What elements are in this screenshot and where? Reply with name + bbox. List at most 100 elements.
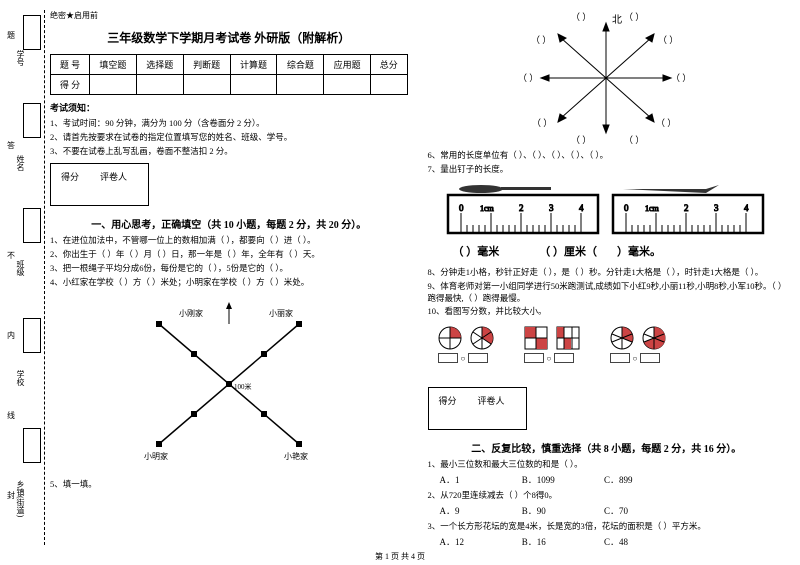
th: 综合题 xyxy=(277,55,324,75)
hint: 不 xyxy=(7,250,15,261)
slot[interactable] xyxy=(438,353,458,363)
svg-text:（ ）: （ ） xyxy=(531,35,551,45)
slot[interactable] xyxy=(610,353,630,363)
confidential-label: 绝密★启用前 xyxy=(50,10,408,21)
score-cell[interactable] xyxy=(89,75,136,95)
grader-cell[interactable] xyxy=(96,187,142,201)
q7: 7、量出钉子的长度。 xyxy=(428,164,786,176)
binding-name: 姓名 xyxy=(15,155,26,171)
binding-box[interactable] xyxy=(23,428,41,463)
svg-text:（ ）: （ ） xyxy=(624,12,644,22)
q6: 6、常用的长度单位有（ ）、（ ）、（ ）、（ ）、（ ）。 xyxy=(428,150,786,162)
scorer-box-2: 得分 评卷人 xyxy=(428,387,527,430)
hint: 内 xyxy=(7,330,15,341)
binding-box[interactable] xyxy=(23,208,41,243)
section2-title: 二、反复比较，慎重选择（共 8 小题，每题 2 分，共 16 分）。 xyxy=(428,440,786,455)
svg-text:（ ）: （ ） xyxy=(532,118,552,128)
score-cell[interactable] xyxy=(324,75,371,95)
svg-text:3: 3 xyxy=(714,203,719,213)
svg-text:小刚家: 小刚家 xyxy=(179,308,203,318)
binding-school: 学校 xyxy=(15,370,26,386)
s2q1: 1、最小三位数和最大三位数的和是（ ）。 xyxy=(428,459,786,471)
th: 总分 xyxy=(371,55,407,75)
svg-text:100米: 100米 xyxy=(234,382,252,391)
exam-title: 三年级数学下学期月考试卷 外研版（附解析） xyxy=(50,29,408,46)
slot[interactable] xyxy=(640,353,660,363)
svg-text:（ ）: （ ） xyxy=(571,135,591,145)
notice-title: 考试须知： xyxy=(50,101,408,114)
svg-text:小明家: 小明家 xyxy=(144,451,168,461)
ruler-answer-left: （ ）毫米 xyxy=(453,243,500,259)
cross-diagram: 小刚家 小丽家 小明家 小艳家 100米 xyxy=(129,294,329,474)
score-label: 得分 xyxy=(57,168,94,185)
scorer-box: 得分 评卷人 xyxy=(50,163,149,206)
svg-text:（ ）: （ ） xyxy=(656,118,676,128)
slot[interactable] xyxy=(524,353,544,363)
s2q3-opts: A．12 B．16 C．48 xyxy=(440,535,786,548)
binding-box[interactable] xyxy=(23,318,41,353)
binding-id: 学号 xyxy=(15,50,26,66)
s2q3: 3、一个长方形花坛的宽是4米，长是宽的3倍，花坛的面积是（ ）平方米。 xyxy=(428,521,786,533)
page-footer: 第 1 页 共 4 页 xyxy=(0,551,800,562)
score-cell[interactable] xyxy=(183,75,230,95)
binding-township: 乡镇(街道) xyxy=(15,480,26,517)
th: 题 号 xyxy=(51,55,90,75)
fraction-group-pies: ○ xyxy=(610,323,666,363)
hint: 答 xyxy=(7,140,15,151)
ruler-right: 0 1cm 2 3 4 xyxy=(611,181,766,236)
score-cell[interactable] xyxy=(136,75,183,95)
th: 应用题 xyxy=(324,55,371,75)
score-table: 题 号 填空题 选择题 判断题 计算题 综合题 应用题 总分 得 分 xyxy=(50,54,408,95)
slot[interactable] xyxy=(554,353,574,363)
svg-text:（ ）: （ ） xyxy=(624,135,644,145)
fraction-group-squares: ○ xyxy=(524,323,580,363)
slot[interactable] xyxy=(468,353,488,363)
score-cell[interactable] xyxy=(57,187,94,201)
notice-item: 2、请首先按要求在试卷的指定位置填写您的姓名、班级、学号。 xyxy=(50,131,408,143)
notice-item: 1、考试时间：90 分钟，满分为 100 分（含卷面分 2 分）。 xyxy=(50,117,408,129)
svg-text:3: 3 xyxy=(549,203,554,213)
th: 填空题 xyxy=(89,55,136,75)
s2q1-opts: A．1 B．1099 C．899 xyxy=(440,473,786,486)
q8: 8、分钟走1小格，秒针正好走（ ），是（ ）秒。分针走1大格是（ ），时针走1大… xyxy=(428,267,786,279)
hint: 线 xyxy=(7,410,15,421)
q4: 4、小红家在学校（ ）方（ ）米处；小明家在学校（ ）方（ ）米处。 xyxy=(50,277,408,289)
svg-text:小艳家: 小艳家 xyxy=(284,451,308,461)
s2q2-opts: A．9 B．90 C．70 xyxy=(440,504,786,517)
left-column: 绝密★启用前 三年级数学下学期月考试卷 外研版（附解析） 题 号 填空题 选择题… xyxy=(50,8,408,557)
q5: 5、填一填。 xyxy=(50,479,408,491)
svg-text:北: 北 xyxy=(612,14,622,26)
score-cell[interactable] xyxy=(230,75,277,95)
svg-text:1cm: 1cm xyxy=(645,204,660,213)
right-column: 北 （ ） （ ） （ ） （ ） （ ） （ ） （ ） （ ） （ ） （ … xyxy=(428,8,786,557)
grader-cell[interactable] xyxy=(474,411,520,425)
s2q2: 2、从720里连续减去（ ）个8得0。 xyxy=(428,490,786,502)
ruler-left: 0 1cm 2 3 4 xyxy=(446,181,601,236)
score-cell[interactable] xyxy=(277,75,324,95)
ruler-answer-right-cm: （ ）厘米（ xyxy=(539,243,597,259)
binding-class: 班级 xyxy=(15,260,26,276)
binding-box[interactable] xyxy=(23,15,41,50)
fraction-group-circles: ○ xyxy=(438,323,494,363)
svg-text:（ ）: （ ） xyxy=(671,73,691,83)
section1-title: 一、用心思考，正确填空（共 10 小题，每题 2 分，共 20 分）。 xyxy=(50,216,408,231)
ruler-row: 0 1cm 2 3 4 xyxy=(428,181,786,238)
q2: 2、你出生于（ ）年（ ）月（ ）日，那一年是（ ）年，全年有（ ）天。 xyxy=(50,249,408,261)
score-cell[interactable] xyxy=(435,411,472,425)
svg-text:4: 4 xyxy=(579,203,584,213)
svg-text:小丽家: 小丽家 xyxy=(269,308,293,318)
compass-diagram: 北 （ ） （ ） （ ） （ ） （ ） （ ） （ ） （ ） （ ） （ … xyxy=(516,8,696,148)
svg-text:0: 0 xyxy=(459,203,464,213)
binding-box[interactable] xyxy=(23,103,41,138)
svg-text:0: 0 xyxy=(624,203,629,213)
q1: 1、在进位加法中，不管哪一位上的数相加满（ ），都要向（ ）进（ ）。 xyxy=(50,235,408,247)
svg-text:2: 2 xyxy=(684,203,689,213)
svg-text:4: 4 xyxy=(744,203,749,213)
ruler-answer-right-mm: ）毫米。 xyxy=(617,243,661,259)
q10: 10、看图写分数，并比较大小。 xyxy=(428,306,786,318)
th: 计算题 xyxy=(230,55,277,75)
score-cell[interactable] xyxy=(371,75,407,95)
svg-text:（ ）: （ ） xyxy=(658,35,678,45)
svg-text:（ ）: （ ） xyxy=(518,73,538,83)
hint: 题 xyxy=(7,30,15,41)
